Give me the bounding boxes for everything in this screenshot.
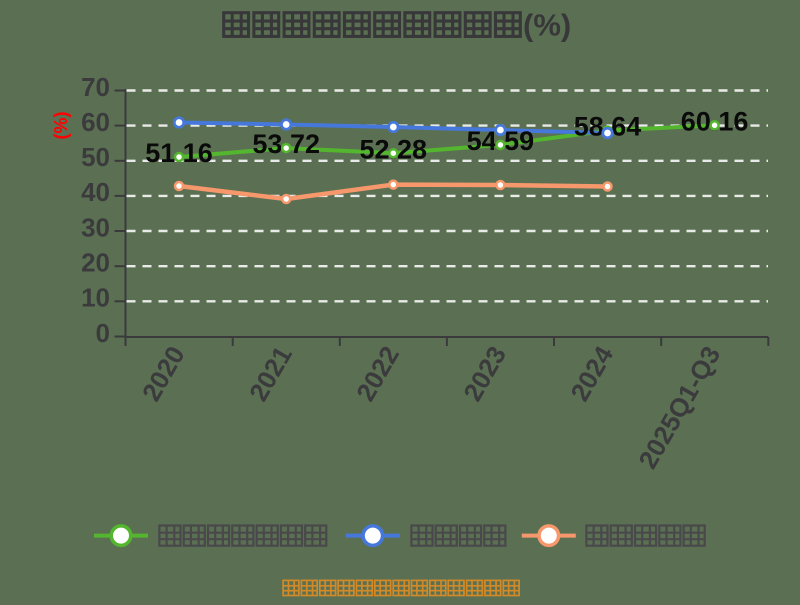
svg-text:(%): (%): [51, 112, 71, 140]
svg-text:20: 20: [81, 248, 110, 278]
svg-text:30: 30: [81, 212, 110, 242]
svg-text:0: 0: [96, 318, 110, 348]
svg-text:10: 10: [81, 283, 110, 313]
svg-text:40: 40: [81, 177, 110, 207]
svg-text:(%): (%): [523, 8, 571, 43]
svg-text:50: 50: [81, 142, 110, 172]
svg-text:60: 60: [81, 107, 110, 137]
svg-text:70: 70: [81, 72, 110, 102]
